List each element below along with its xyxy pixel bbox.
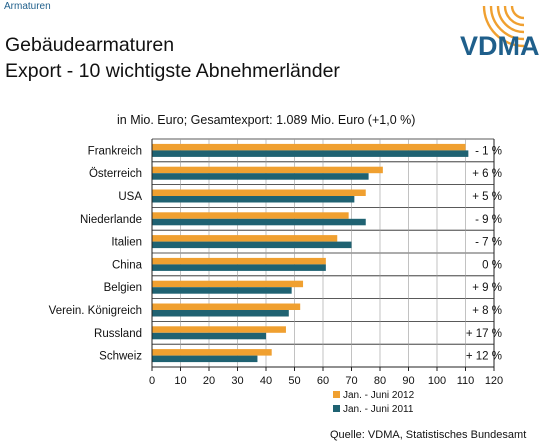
x-tick-label: 0 [149, 375, 155, 387]
x-tick-label: 60 [317, 375, 329, 387]
category-label: Niederlande [80, 214, 142, 226]
change-label: 0 % [482, 259, 502, 271]
bar-2012 [152, 212, 349, 219]
x-tick-label: 80 [374, 375, 386, 387]
x-tick-label: 50 [288, 375, 300, 387]
page-title: Gebäudearmaturen [5, 34, 175, 56]
source-note: Quelle: VDMA, Statistisches Bundesamt [330, 429, 527, 441]
bar-2012 [152, 257, 326, 265]
category-label: Verein. Königreich [49, 305, 142, 317]
category-label: Frankreich [88, 145, 142, 157]
bar-2012 [152, 166, 383, 174]
logo-arc-3 [496, 5, 525, 34]
category-label: Schweiz [99, 351, 142, 363]
category-label: Österreich [89, 168, 142, 180]
bar-2011 [152, 150, 469, 157]
logo-text: VDMA [460, 31, 540, 61]
x-tick-label: 90 [402, 375, 414, 387]
x-tick-label: 100 [428, 375, 446, 387]
category-label: USA [118, 191, 142, 203]
x-tick-label: 120 [485, 375, 503, 387]
change-label: + 12 % [466, 351, 502, 363]
x-tick-label: 110 [457, 375, 475, 387]
bar-2011 [152, 264, 326, 271]
axis-layer: 0 10 20 30 40 50 60 70 80 90 100 110 120 [149, 139, 503, 387]
labels-layer: Frankreich - 1 % Österreich + 6 % USA + 5 % Ni… [49, 145, 502, 362]
bar-2012 [152, 349, 272, 356]
bar-2012 [152, 326, 286, 333]
x-tick-label: 20 [203, 375, 215, 387]
change-label: + 9 % [472, 282, 502, 294]
bar-2012 [152, 189, 366, 196]
bars-layer [152, 143, 469, 363]
bar-2012 [152, 280, 304, 288]
vdma-logo: VDMA [460, 5, 540, 61]
legend-label: Jan. - Juni 2012 [343, 390, 415, 401]
category-label: Italien [111, 237, 142, 249]
bar-2011 [152, 310, 289, 317]
x-tick-label: 40 [260, 375, 272, 387]
change-label: - 1 % [475, 145, 502, 157]
category-label: China [112, 259, 143, 271]
x-tick-label: 30 [231, 375, 243, 387]
bar-2011 [152, 332, 266, 340]
bar-2011 [152, 196, 355, 203]
category-label: Belgien [104, 282, 142, 294]
logo-arc-4 [489, 5, 525, 41]
x-tick-label: 10 [174, 375, 186, 387]
change-label: - 9 % [475, 214, 502, 226]
bar-2012 [152, 143, 466, 151]
legend-swatch-2011 [333, 405, 340, 412]
page-subtitle: Export - 10 wichtigste Abnehmerländer [5, 60, 340, 82]
bar-2012 [152, 303, 301, 310]
x-tick-label: 70 [345, 375, 357, 387]
chart-subtitle: in Mio. Euro; Gesamtexport: 1.089 Mio. E… [117, 113, 416, 127]
change-label: + 17 % [466, 328, 502, 340]
bar-2011 [152, 355, 258, 363]
logo-arcs [482, 5, 525, 48]
change-label: + 5 % [472, 191, 502, 203]
legend-label: Jan. - Juni 2011 [343, 404, 414, 415]
logo-arc-1 [510, 5, 525, 20]
change-label: + 8 % [472, 305, 502, 317]
bar-2011 [152, 173, 369, 180]
bar-2011 [152, 241, 352, 249]
change-label: + 6 % [472, 168, 502, 180]
bar-2011 [152, 218, 366, 226]
bar-2012 [152, 235, 338, 242]
legend-layer: Jan. - Juni 2012 Jan. - Juni 2011 [333, 390, 415, 415]
category-label: Russland [94, 328, 142, 340]
category-label: Armaturen [4, 1, 51, 12]
legend-swatch-2012 [333, 391, 340, 398]
bar-2011 [152, 287, 292, 294]
logo-arc-2 [503, 5, 525, 27]
logo-arc-5 [482, 5, 525, 48]
change-label: - 7 % [475, 237, 502, 249]
